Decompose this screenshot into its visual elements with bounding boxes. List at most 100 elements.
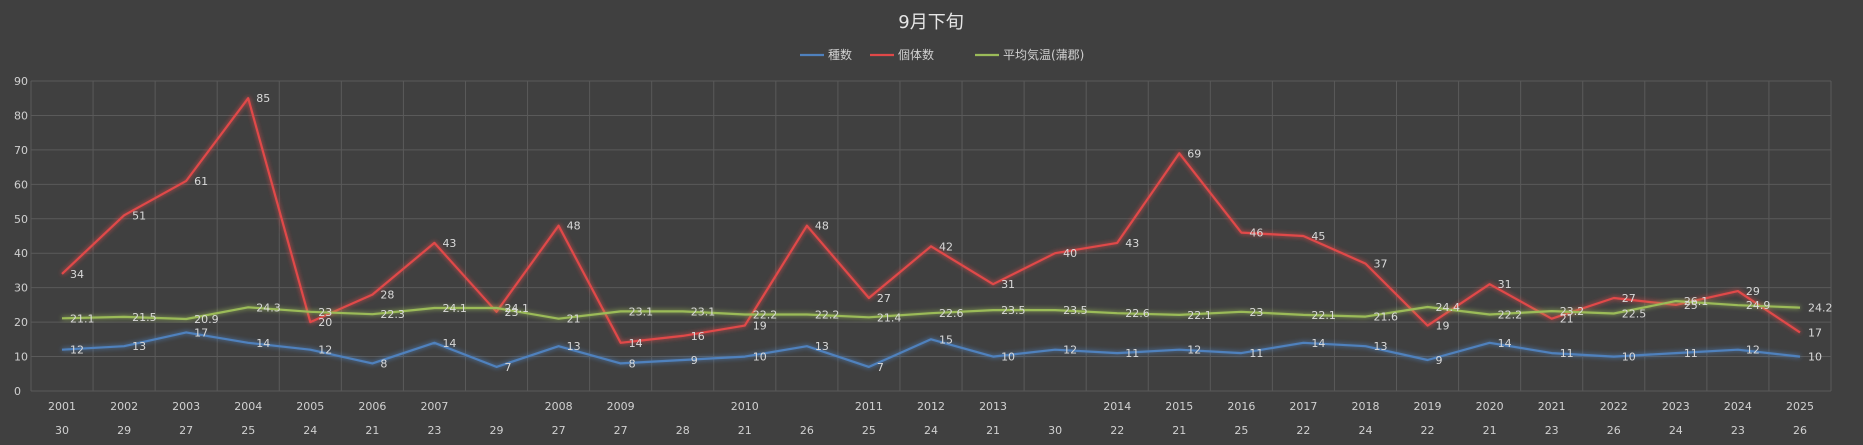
data-label: 25 xyxy=(1684,299,1698,312)
data-label: 10 xyxy=(1808,351,1822,364)
data-label: 24.1 xyxy=(505,302,529,315)
series-line-1 xyxy=(61,97,1801,344)
y-tick-label: 10 xyxy=(14,351,28,364)
data-label: 14 xyxy=(1498,337,1512,350)
data-label: 13 xyxy=(1373,340,1387,353)
data-label: 23 xyxy=(318,306,332,319)
x-day-label: 22 xyxy=(1110,424,1124,437)
data-label: 31 xyxy=(1001,278,1015,291)
data-label: 85 xyxy=(256,92,270,105)
x-year-label: 2017 xyxy=(1289,400,1317,413)
data-label: 24.2 xyxy=(1808,302,1833,315)
y-tick-label: 60 xyxy=(14,178,28,191)
legend-label: 個体数 xyxy=(898,47,934,62)
data-label: 12 xyxy=(318,344,332,357)
data-label: 22.6 xyxy=(1125,307,1150,320)
data-label: 21 xyxy=(567,313,581,326)
x-day-label: 25 xyxy=(862,424,876,437)
x-year-label: 2013 xyxy=(979,400,1007,413)
legend-label: 平均気温(蒲郡) xyxy=(1003,47,1084,62)
data-label: 7 xyxy=(505,361,512,374)
data-label: 23.1 xyxy=(691,305,716,318)
data-label: 8 xyxy=(629,357,636,370)
legend-label: 種数 xyxy=(828,47,852,62)
x-day-label: 23 xyxy=(427,424,441,437)
data-label: 19 xyxy=(753,320,767,333)
series-lines xyxy=(61,97,1801,368)
data-label: 22.6 xyxy=(939,307,964,320)
data-label: 61 xyxy=(194,175,208,188)
data-label: 9 xyxy=(691,354,698,367)
data-label: 21.6 xyxy=(1373,311,1398,324)
x-year-label: 2009 xyxy=(607,400,635,413)
x-year-label: 2011 xyxy=(855,400,883,413)
y-tick-label: 90 xyxy=(14,75,28,88)
data-label: 23.2 xyxy=(1560,305,1585,318)
data-label: 7 xyxy=(877,361,884,374)
x-day-label: 30 xyxy=(55,424,69,437)
x-day-label: 24 xyxy=(1358,424,1372,437)
x-day-label: 25 xyxy=(241,424,255,437)
x-day-label: 30 xyxy=(1048,424,1062,437)
data-label: 17 xyxy=(194,326,208,339)
x-year-label: 2005 xyxy=(296,400,324,413)
data-label: 24.3 xyxy=(256,301,281,314)
data-label: 23.1 xyxy=(629,305,654,318)
x-year-label: 2004 xyxy=(234,400,262,413)
data-label: 21.4 xyxy=(877,311,902,324)
x-day-label: 24 xyxy=(1669,424,1683,437)
x-year-label: 2003 xyxy=(172,400,200,413)
data-label: 69 xyxy=(1187,147,1201,160)
y-tick-label: 50 xyxy=(14,213,28,226)
data-label: 22.3 xyxy=(380,308,405,321)
data-label: 10 xyxy=(1001,351,1015,364)
x-year-label: 2016 xyxy=(1227,400,1255,413)
data-label: 19 xyxy=(1436,320,1450,333)
x-year-label: 2025 xyxy=(1786,400,1814,413)
data-label: 11 xyxy=(1560,347,1574,360)
x-year-label: 2024 xyxy=(1724,400,1752,413)
data-label: 8 xyxy=(380,357,387,370)
data-labels: 12 13 17 14 12 8 14 7 13 8 9 10 13 7 15 10 12 11 12 11 14 13 9… xyxy=(70,92,1832,374)
data-label: 22.1 xyxy=(1311,309,1336,322)
data-label: 15 xyxy=(939,333,953,346)
data-label: 48 xyxy=(567,220,581,233)
x-day-label: 29 xyxy=(117,424,131,437)
data-label: 12 xyxy=(70,344,84,357)
x-day-label: 23 xyxy=(1731,424,1745,437)
x-year-label: 2022 xyxy=(1600,400,1628,413)
x-year-label: 2014 xyxy=(1103,400,1131,413)
data-label: 14 xyxy=(629,337,643,350)
data-label: 27 xyxy=(877,292,891,305)
data-label: 20.9 xyxy=(194,313,219,326)
x-day-label: 21 xyxy=(1483,424,1497,437)
x-year-label: 2015 xyxy=(1165,400,1193,413)
y-tick-label: 80 xyxy=(14,109,28,122)
x-day-label: 28 xyxy=(676,424,690,437)
data-label: 20 xyxy=(318,316,332,329)
data-label: 17 xyxy=(1808,326,1822,339)
x-year-label: 2010 xyxy=(731,400,759,413)
data-label: 10 xyxy=(753,351,767,364)
data-label: 14 xyxy=(256,337,270,350)
data-label: 21 xyxy=(1560,313,1574,326)
y-tick-label: 30 xyxy=(14,282,28,295)
x-day-label: 27 xyxy=(179,424,193,437)
x-day-label: 22 xyxy=(1421,424,1435,437)
x-year-label: 2001 xyxy=(48,400,76,413)
data-label: 46 xyxy=(1249,227,1263,240)
data-label: 13 xyxy=(815,340,829,353)
x-day-label: 29 xyxy=(490,424,504,437)
data-label: 31 xyxy=(1498,278,1512,291)
data-label: 27 xyxy=(1622,292,1636,305)
data-label: 51 xyxy=(132,209,146,222)
y-tick-label: 20 xyxy=(14,316,28,329)
data-label: 14 xyxy=(1311,337,1325,350)
series-line-2 xyxy=(61,300,1801,321)
x-year-label: 2002 xyxy=(110,400,138,413)
x-day-label: 24 xyxy=(303,424,317,437)
gridlines xyxy=(30,80,1832,392)
data-label: 43 xyxy=(1125,237,1139,250)
data-label: 10 xyxy=(1622,351,1636,364)
